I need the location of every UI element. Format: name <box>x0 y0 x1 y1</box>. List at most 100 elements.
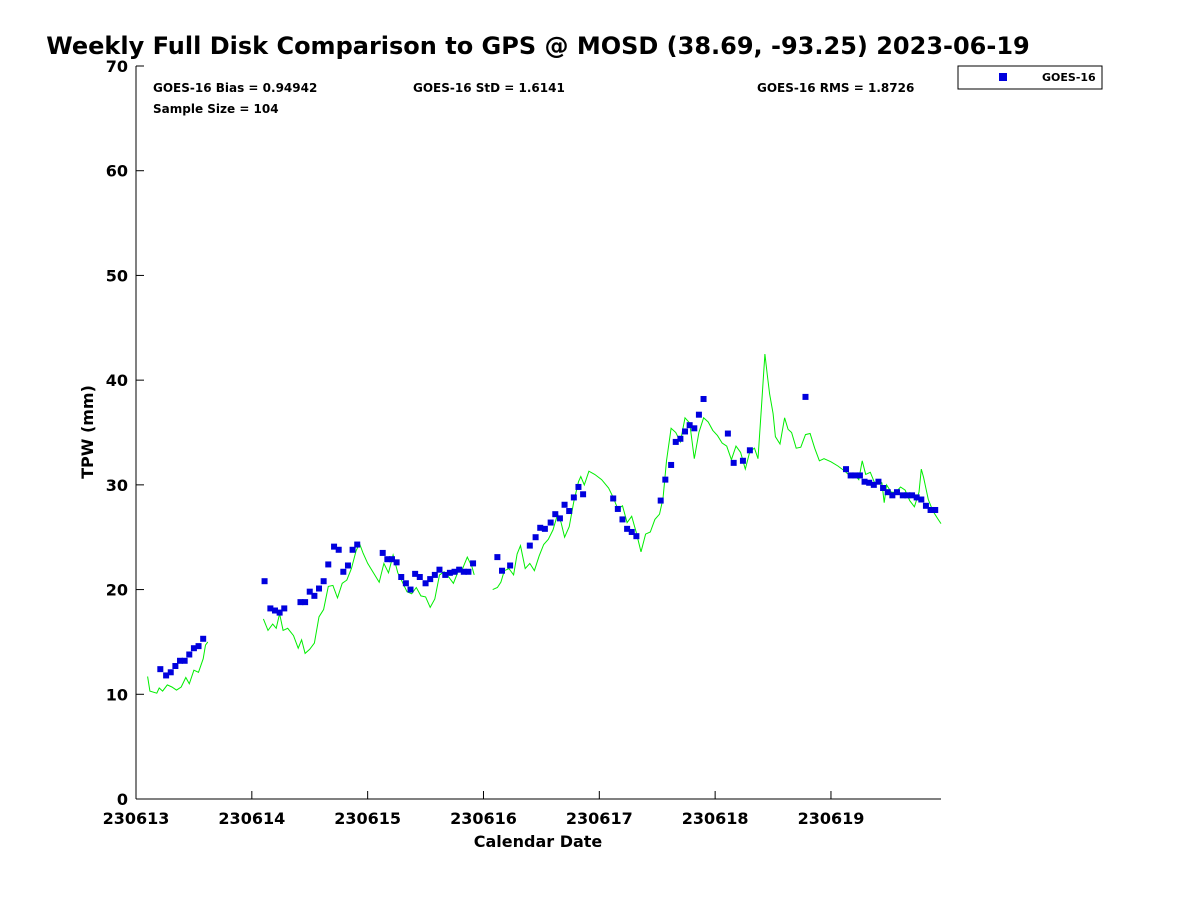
y-tick-label: 30 <box>106 476 128 495</box>
goes-16-point <box>446 569 453 576</box>
goes-16-point <box>340 568 347 575</box>
goes-16-point <box>561 501 568 508</box>
goes-16-point <box>619 516 626 523</box>
goes-16-point <box>344 562 351 569</box>
goes-16-point <box>610 495 617 502</box>
goes-16-point <box>884 489 891 496</box>
goes-16-point <box>547 519 554 526</box>
goes-16-point <box>657 497 664 504</box>
goes-16-point <box>861 478 868 485</box>
goes-16-point <box>271 607 278 614</box>
goes-16-point <box>349 546 356 553</box>
goes-16-point <box>580 491 587 498</box>
goes-16-point <box>276 609 283 616</box>
x-tick-label: 230619 <box>798 809 865 828</box>
goes-16-point <box>614 505 621 512</box>
sample-size-stat: Sample Size = 104 <box>153 102 279 116</box>
goes-16-point <box>200 635 207 642</box>
y-tick-label: 10 <box>106 685 128 704</box>
goes-16-point <box>537 524 544 531</box>
legend-label: GOES-16 <box>1042 71 1096 84</box>
goes-16-point <box>730 459 737 466</box>
x-tick-label: 230617 <box>566 809 633 828</box>
goes-16-point <box>628 528 635 535</box>
gps-line-segment <box>262 542 475 655</box>
goes-16-point <box>311 592 318 599</box>
goes-16-point <box>407 586 414 593</box>
goes-16-point <box>167 669 174 676</box>
x-tick-label: 230616 <box>450 809 517 828</box>
goes-16-point <box>802 393 809 400</box>
goes-16-point <box>633 533 640 540</box>
goes-16-point <box>624 525 631 532</box>
goes-16-point <box>181 657 188 664</box>
goes-16-point <box>556 515 563 522</box>
goes-16-point <box>157 666 164 673</box>
goes-16-point <box>316 585 323 592</box>
legend: GOES-16 <box>957 65 1103 90</box>
goes-16-point <box>431 571 438 578</box>
goes-16-point <box>195 643 202 650</box>
legend-square-marker <box>999 73 1007 81</box>
goes-16-point <box>566 508 573 515</box>
goes-16-point <box>739 457 746 464</box>
goes-16-point <box>354 541 361 548</box>
goes-16-point <box>575 483 582 490</box>
goes-16-point <box>412 570 419 577</box>
goes-16-point <box>691 425 698 432</box>
std-stat: GOES-16 StD = 1.6141 <box>413 81 565 95</box>
goes-16-point <box>662 476 669 483</box>
goes-16-point <box>695 411 702 418</box>
goes-16-point <box>552 511 559 518</box>
goes-16-point <box>922 502 929 509</box>
goes-16-point <box>856 472 863 479</box>
goes-16-point <box>677 435 684 442</box>
goes-16-point <box>507 562 514 569</box>
goes-16-point <box>379 549 386 556</box>
goes-16-point <box>422 580 429 587</box>
goes-16-point <box>456 566 463 573</box>
goes-16-point <box>541 525 548 532</box>
legend-box <box>957 65 1103 90</box>
goes-16-point <box>177 657 184 664</box>
x-tick-label: 230613 <box>103 809 170 828</box>
goes-16-point <box>163 672 170 679</box>
goes-16-point <box>893 489 900 496</box>
goes-16-point <box>402 580 409 587</box>
y-tick-label: 40 <box>106 371 128 390</box>
goes-16-point <box>388 556 395 563</box>
goes-16-point <box>451 568 458 575</box>
goes-16-point <box>393 559 400 566</box>
goes-16-point <box>866 479 873 486</box>
goes-16-point <box>913 494 920 501</box>
goes-16-point <box>700 395 707 402</box>
goes-16-point <box>852 472 859 479</box>
goes-16-point <box>465 568 472 575</box>
goes-16-series <box>157 393 939 679</box>
goes-16-point <box>281 605 288 612</box>
goes-16-point <box>331 543 338 550</box>
goes-16-point <box>899 492 906 499</box>
y-axis-ticks: 0 10 20 30 40 50 60 70 <box>106 57 144 809</box>
x-axis-ticks: 230613 230614 230615 230616 230617 230618 2306… <box>103 791 865 828</box>
x-tick-label: 230618 <box>682 809 749 828</box>
goes-16-point <box>909 492 916 499</box>
goes-16-point <box>190 645 197 652</box>
goes-16-point <box>398 574 405 581</box>
goes-16-point <box>172 663 179 670</box>
bias-stat: GOES-16 Bias = 0.94942 <box>153 81 317 95</box>
goes-16-point <box>384 556 391 563</box>
goes-16-point <box>672 438 679 445</box>
chart-title: Weekly Full Disk Comparison to GPS @ MOS… <box>46 32 1029 60</box>
goes-16-point <box>427 576 434 583</box>
y-tick-label: 50 <box>106 266 128 285</box>
y-tick-label: 70 <box>106 57 128 76</box>
goes-16-point <box>889 492 896 499</box>
goes-16-point <box>843 466 850 473</box>
goes-16-point <box>320 578 327 585</box>
goes-16-point <box>870 481 877 488</box>
goes-16-point <box>682 428 689 435</box>
goes-16-point <box>932 506 939 513</box>
y-tick-label: 60 <box>106 162 128 181</box>
goes-16-point <box>261 578 268 585</box>
